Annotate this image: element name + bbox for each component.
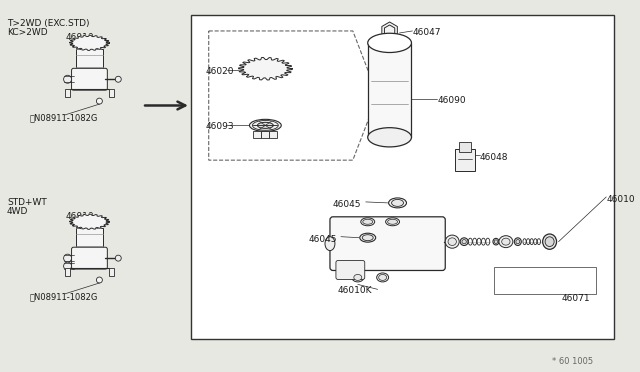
Text: 46047: 46047 (412, 28, 441, 37)
Ellipse shape (354, 275, 362, 280)
Text: STD+WT: STD+WT (7, 198, 47, 207)
Ellipse shape (362, 235, 373, 241)
Bar (368, 43, 412, 137)
Ellipse shape (392, 199, 403, 206)
Circle shape (97, 98, 102, 104)
Bar (109, 268, 115, 276)
Ellipse shape (543, 234, 557, 249)
Ellipse shape (63, 262, 72, 270)
Text: 46010K: 46010K (338, 286, 372, 295)
Ellipse shape (361, 218, 374, 226)
Ellipse shape (115, 255, 121, 261)
Text: ⓃN08911-1082G: ⓃN08911-1082G (30, 113, 98, 122)
Ellipse shape (516, 240, 520, 244)
Ellipse shape (63, 254, 72, 262)
Text: 46010: 46010 (65, 212, 94, 221)
Ellipse shape (388, 198, 406, 208)
Ellipse shape (493, 238, 499, 245)
Text: 46048: 46048 (480, 153, 509, 162)
Ellipse shape (460, 238, 468, 246)
Ellipse shape (360, 233, 376, 242)
Circle shape (97, 277, 102, 283)
Ellipse shape (257, 122, 273, 128)
Ellipse shape (448, 238, 456, 246)
Bar (76, 49, 104, 71)
Ellipse shape (502, 238, 510, 245)
Ellipse shape (462, 240, 467, 244)
Text: * 60 1005: * 60 1005 (552, 357, 593, 366)
Bar (76, 228, 104, 250)
FancyBboxPatch shape (72, 68, 108, 90)
Ellipse shape (63, 75, 72, 83)
Polygon shape (70, 35, 109, 51)
Ellipse shape (545, 237, 554, 247)
Bar (269, 131, 277, 138)
Ellipse shape (379, 275, 387, 280)
Ellipse shape (515, 238, 522, 246)
Bar (65, 89, 70, 97)
Bar (459, 142, 471, 152)
Ellipse shape (368, 33, 412, 52)
Ellipse shape (499, 236, 513, 248)
Text: 46045: 46045 (308, 235, 337, 244)
Ellipse shape (325, 237, 335, 251)
Text: 46045: 46045 (333, 200, 362, 209)
Ellipse shape (115, 76, 121, 82)
Text: 46093: 46093 (205, 122, 234, 131)
Polygon shape (382, 22, 397, 40)
Text: 46020: 46020 (205, 67, 234, 76)
Text: ⓃN08911-1082G: ⓃN08911-1082G (30, 292, 98, 301)
Ellipse shape (386, 218, 399, 226)
Ellipse shape (86, 221, 93, 223)
FancyBboxPatch shape (72, 247, 108, 269)
Text: KC>2WD: KC>2WD (7, 28, 47, 37)
Bar (386, 40, 394, 50)
Ellipse shape (261, 67, 269, 71)
Ellipse shape (388, 219, 397, 224)
Text: T>2WD (EXC.STD): T>2WD (EXC.STD) (7, 19, 90, 28)
Ellipse shape (368, 128, 412, 147)
Bar (455, 149, 475, 171)
Text: 46010: 46010 (606, 195, 635, 204)
Bar (65, 268, 70, 276)
Ellipse shape (377, 273, 388, 282)
Ellipse shape (494, 240, 497, 243)
Text: 46010: 46010 (65, 33, 94, 42)
FancyBboxPatch shape (336, 260, 365, 279)
Bar (191, 15, 614, 339)
Ellipse shape (363, 219, 372, 224)
Polygon shape (70, 214, 109, 229)
Text: 4WD: 4WD (7, 207, 28, 216)
Ellipse shape (86, 42, 93, 44)
Text: 46071: 46071 (561, 294, 590, 303)
FancyBboxPatch shape (330, 217, 445, 270)
Polygon shape (239, 58, 292, 80)
Text: 46090: 46090 (437, 96, 466, 105)
Ellipse shape (352, 273, 364, 282)
Bar (253, 131, 261, 138)
Bar (109, 89, 115, 97)
Bar (494, 267, 596, 294)
Ellipse shape (445, 235, 459, 248)
Ellipse shape (259, 66, 272, 71)
Ellipse shape (250, 119, 281, 131)
Bar (261, 131, 269, 138)
